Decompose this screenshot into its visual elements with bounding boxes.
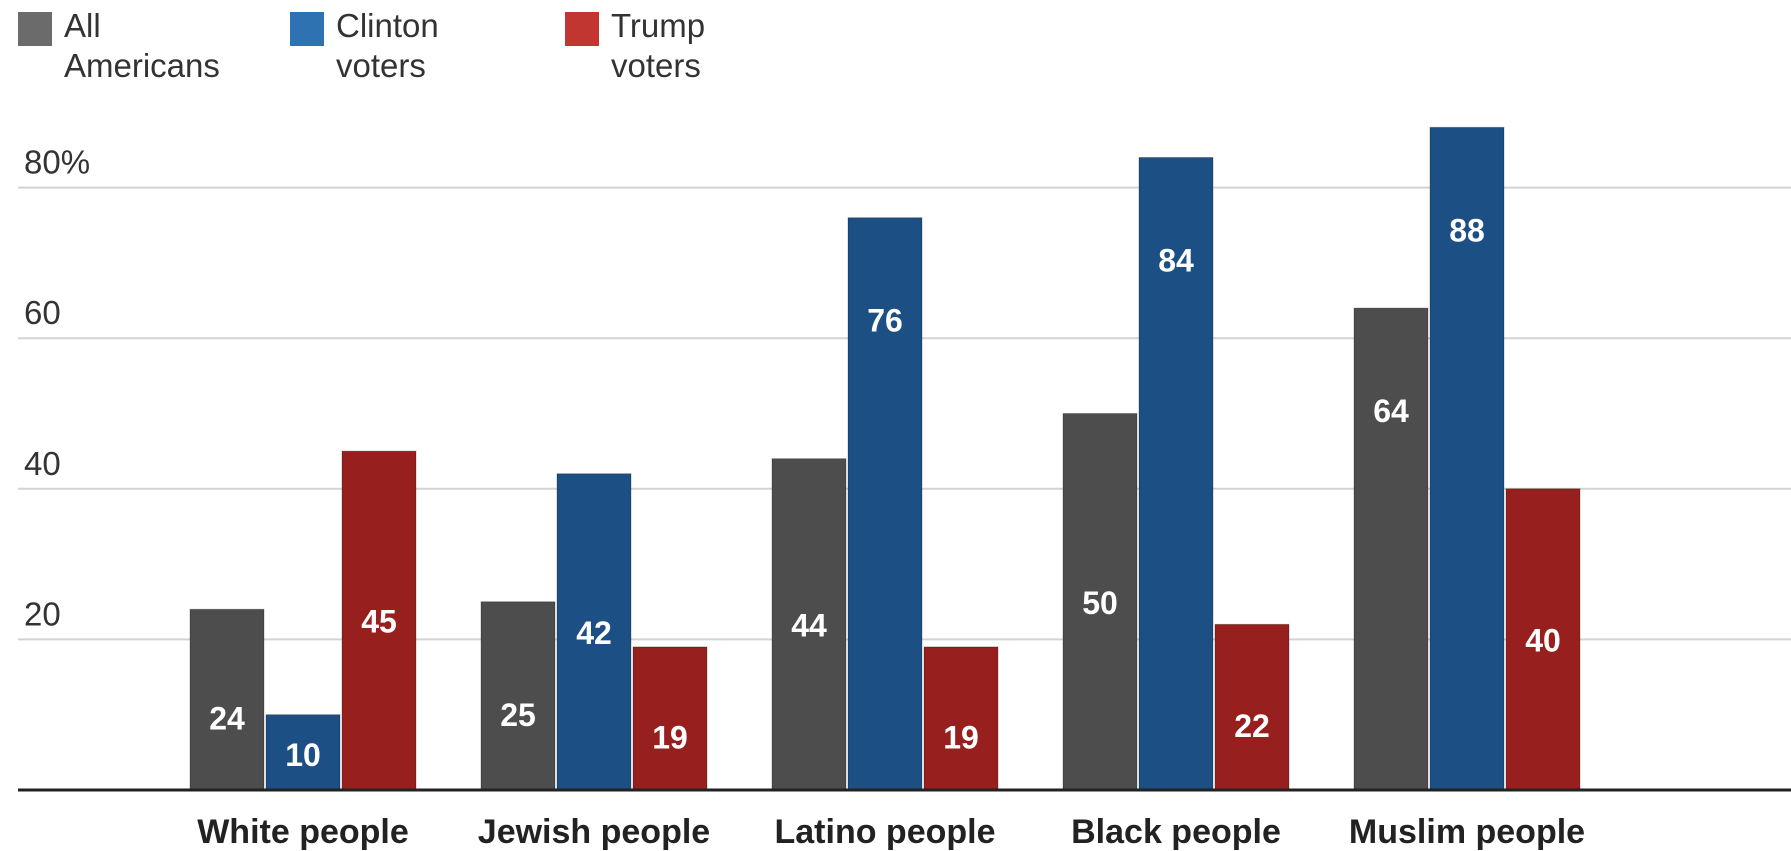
bar-value-label: 88: [1449, 212, 1485, 248]
bar: [632, 646, 708, 791]
bar-value-label: 22: [1234, 708, 1270, 744]
legend-swatch-all-americans: [18, 12, 52, 46]
bar: [1138, 156, 1214, 791]
bar: [341, 450, 417, 791]
bar: [1214, 623, 1290, 791]
bar-value-label: 25: [500, 697, 536, 733]
bar: [771, 458, 847, 791]
legend-label-line: Clinton: [336, 7, 439, 44]
bar-value-label: 44: [791, 607, 827, 643]
y-tick-label: 20: [24, 595, 61, 632]
bar-value-label: 19: [943, 719, 979, 755]
x-category-label: Jewish people: [478, 813, 710, 851]
bar-value-label: 50: [1082, 585, 1118, 621]
legend: All Americans Clinton voters Trump voter…: [18, 6, 918, 96]
bar: [847, 217, 923, 791]
bar: [480, 601, 556, 791]
bar: [189, 608, 265, 791]
bar-value-label: 10: [285, 737, 321, 773]
bar-value-label: 84: [1158, 242, 1194, 278]
bar: [265, 714, 341, 791]
legend-label-all-americans: All Americans: [64, 6, 220, 86]
legend-label-line: voters: [336, 47, 426, 84]
legend-label-line: Trump: [611, 7, 706, 44]
legend-label-clinton-voters: Clinton voters: [336, 6, 439, 86]
legend-label-trump-voters: Trump voters: [611, 6, 705, 86]
bar: [1429, 126, 1505, 791]
bar: [1062, 413, 1138, 791]
x-category-label: Muslim people: [1349, 813, 1585, 851]
bar-value-label: 64: [1373, 393, 1409, 429]
y-tick-label: 80%: [24, 144, 90, 181]
legend-swatch-trump-voters: [565, 12, 599, 46]
x-category-label: White people: [197, 813, 409, 851]
legend-label-line: All: [64, 7, 101, 44]
bar: [556, 473, 632, 791]
bar: [923, 646, 999, 791]
bar-value-label: 19: [652, 719, 688, 755]
bar-value-label: 45: [361, 604, 397, 640]
y-tick-label: 40: [24, 445, 61, 482]
legend-label-line: voters: [611, 47, 701, 84]
x-category-label: Black people: [1071, 813, 1281, 851]
x-category-label: Latino people: [775, 813, 996, 851]
legend-label-line: Americans: [64, 47, 220, 84]
legend-swatch-clinton-voters: [290, 12, 324, 46]
bar: [1505, 488, 1581, 791]
bar-value-label: 76: [867, 303, 903, 339]
bar-value-label: 42: [576, 615, 612, 651]
bar-value-label: 40: [1525, 622, 1561, 658]
bar-value-label: 24: [209, 701, 245, 737]
bar: [1353, 307, 1429, 791]
y-tick-label: 60: [24, 294, 61, 331]
